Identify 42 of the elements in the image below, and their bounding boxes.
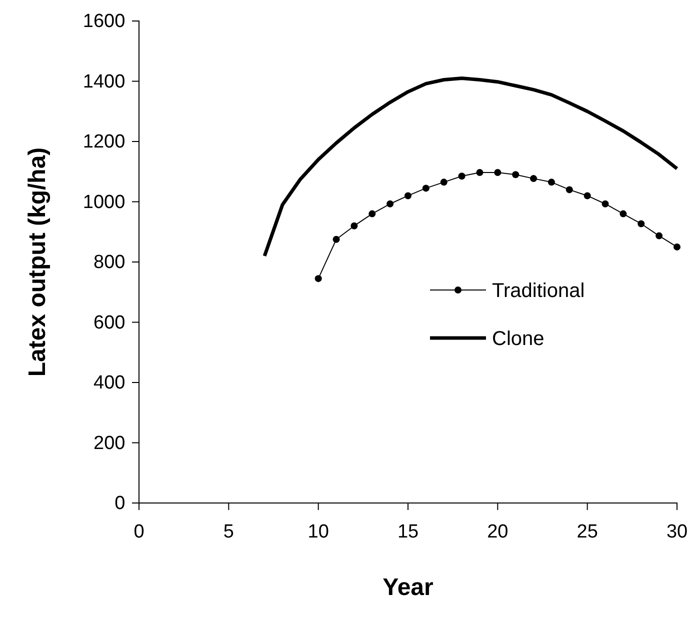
point (584, 192, 591, 200)
line-series (262, 76, 679, 258)
y-tick-label: 1600 (82, 11, 126, 32)
y-axis-title: Latex output (kg/ha) (24, 147, 51, 377)
point (314, 275, 322, 282)
x-tick-label: 10 (308, 522, 329, 543)
y-tick-label: 400 (93, 372, 126, 394)
y-tick-label: 0 (114, 493, 126, 514)
legend-label: Clone (492, 328, 544, 350)
x-tick-label: 30 (666, 522, 688, 543)
point (494, 169, 502, 176)
y-tick-label: 800 (93, 252, 126, 274)
point (566, 186, 573, 194)
x-tick-label: 20 (487, 522, 508, 543)
point (602, 200, 609, 208)
point (476, 169, 484, 176)
x-tick-label: 25 (576, 522, 598, 543)
point (620, 210, 627, 218)
y-tick-label: 1000 (82, 192, 126, 213)
point (674, 243, 680, 250)
point (530, 175, 538, 182)
point (386, 200, 394, 208)
point (656, 232, 663, 240)
point (332, 236, 340, 243)
x-tick-label: 0 (134, 522, 144, 543)
point (350, 222, 358, 230)
point (548, 178, 555, 186)
point (512, 171, 520, 178)
y-tick-label: 1400 (82, 71, 126, 92)
point (404, 192, 412, 200)
x-tick-label: 5 (223, 522, 234, 543)
y-tick-label: 1200 (82, 132, 126, 153)
point (368, 210, 376, 218)
x-tick-label: 15 (397, 522, 419, 543)
point (638, 220, 645, 228)
point (422, 184, 430, 192)
point (440, 178, 448, 186)
y-tick-label: 600 (93, 312, 126, 334)
point (458, 172, 466, 180)
y-tick-label: 200 (93, 432, 126, 454)
legend-label: Traditional (492, 280, 585, 302)
x-axis-title: Year (382, 574, 434, 601)
